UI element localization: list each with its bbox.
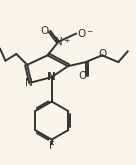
Text: N: N: [25, 78, 32, 87]
Text: O: O: [78, 71, 86, 81]
Text: O: O: [78, 29, 86, 39]
Text: N: N: [47, 72, 56, 82]
Text: +: +: [63, 36, 69, 45]
Text: −: −: [86, 27, 92, 36]
Text: O: O: [40, 26, 48, 36]
Text: F: F: [49, 141, 55, 151]
Text: O: O: [99, 49, 107, 59]
Text: N: N: [55, 37, 62, 47]
